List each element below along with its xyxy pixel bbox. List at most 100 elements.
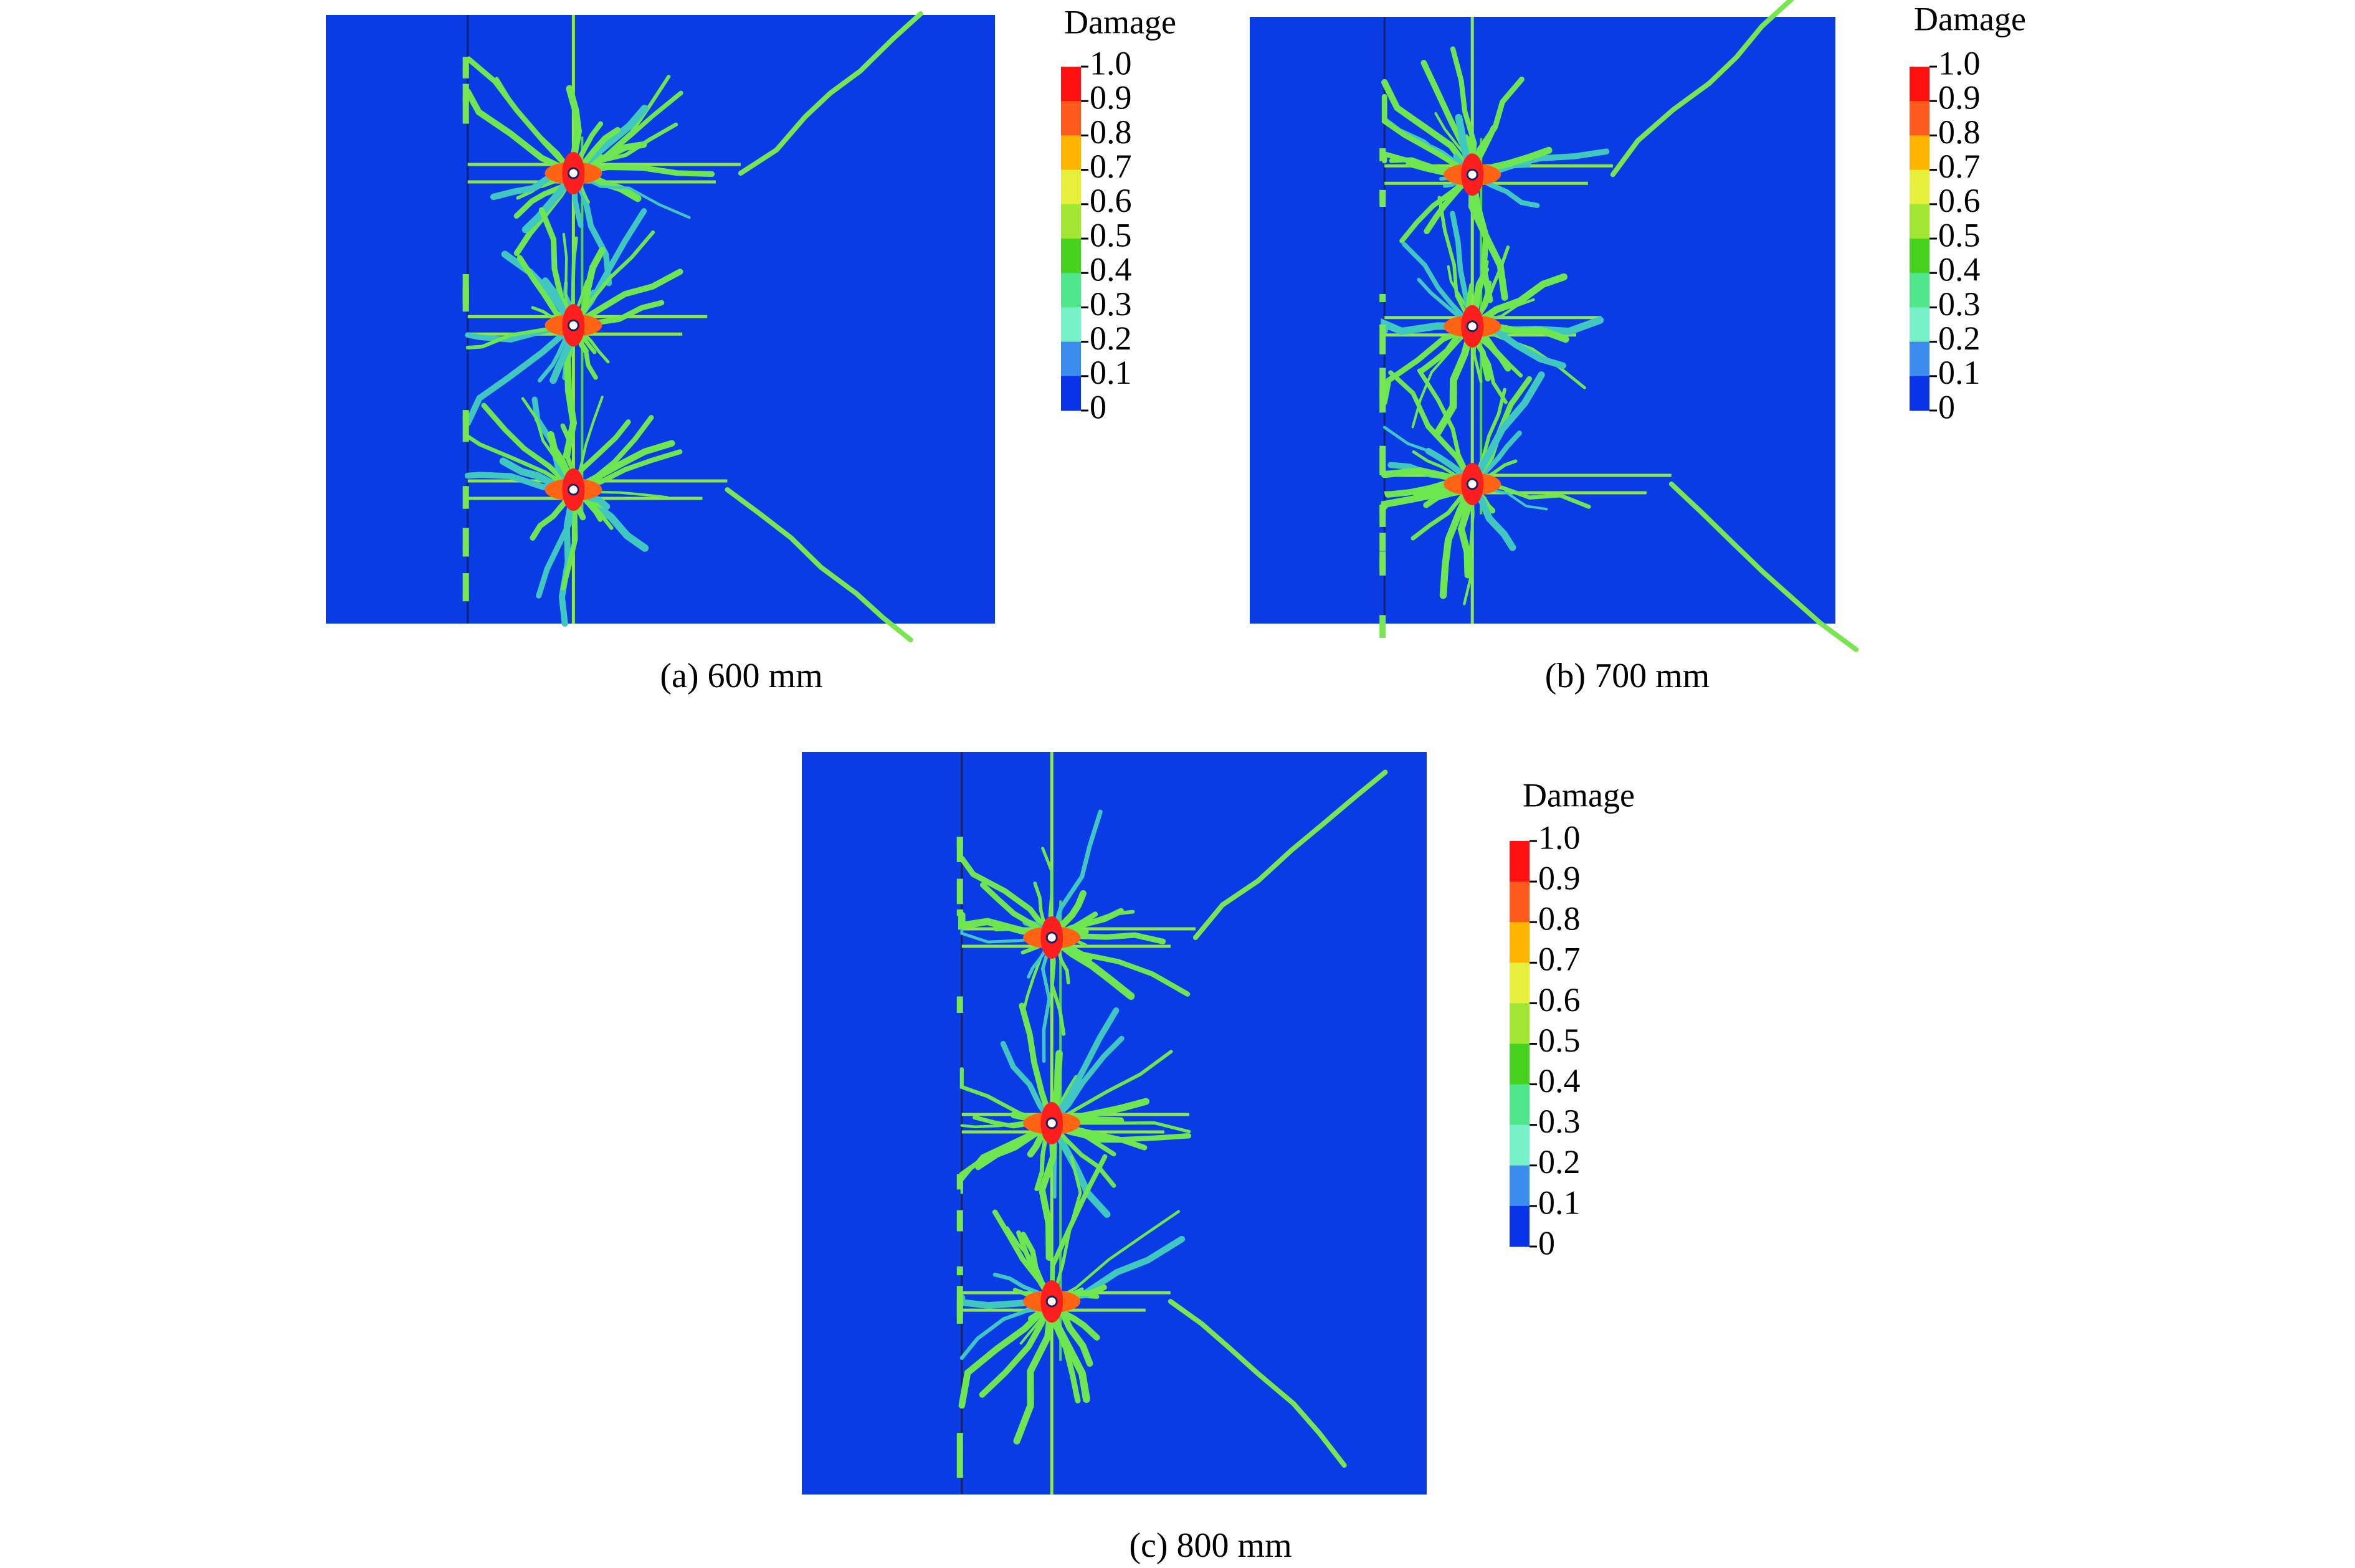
caption: (a) 600 mm xyxy=(660,657,822,695)
legend-band xyxy=(1910,239,1929,273)
hole xyxy=(1045,1295,1058,1308)
legend-label: 0.7 xyxy=(1090,148,1132,185)
crack xyxy=(1013,1298,1055,1445)
hole xyxy=(1466,320,1478,333)
crack xyxy=(570,170,612,287)
legend-label: 0.5 xyxy=(1938,216,1981,254)
legend-band xyxy=(1061,307,1081,343)
legend-title: Damage xyxy=(1914,0,2026,37)
legend-label: 1.0 xyxy=(1090,44,1132,82)
legend-band xyxy=(1910,101,1929,136)
legend-label: 0.6 xyxy=(1538,981,1581,1019)
edge-damage xyxy=(462,96,469,124)
legend-label: 0.6 xyxy=(1090,182,1132,219)
legend-band xyxy=(1510,922,1530,963)
legend-band xyxy=(1061,169,1081,205)
crack xyxy=(1388,370,1475,487)
edge-damage xyxy=(956,843,963,862)
crack xyxy=(725,487,913,643)
hole xyxy=(567,319,579,331)
edge-damage xyxy=(1379,368,1386,399)
hole xyxy=(567,483,579,496)
crack xyxy=(571,90,683,176)
legend-title: Damage xyxy=(1523,776,1635,814)
legend-label: 0.4 xyxy=(1938,251,1981,288)
legend-band xyxy=(1061,239,1081,273)
legend-label: 0.2 xyxy=(1938,320,1981,357)
edge-damage xyxy=(1379,324,1386,354)
crack xyxy=(1381,323,1475,406)
crack xyxy=(571,230,655,328)
crack xyxy=(1402,242,1475,329)
legend-label: 0.4 xyxy=(1538,1062,1581,1100)
edge-damage xyxy=(956,1433,963,1448)
legend-label: 0 xyxy=(1538,1224,1555,1262)
crack xyxy=(464,322,577,427)
hole xyxy=(1466,478,1478,490)
crack xyxy=(1050,1155,1082,1303)
edge-damage xyxy=(1379,190,1386,207)
edge-damage xyxy=(1379,551,1386,576)
crack xyxy=(1040,936,1054,1063)
hole xyxy=(1466,168,1478,181)
crack xyxy=(1437,196,1475,328)
legend-band xyxy=(1510,1205,1530,1247)
edge-damage xyxy=(1379,293,1386,302)
crack xyxy=(1168,1299,1347,1468)
damage-contour xyxy=(1250,0,1859,652)
legend-band xyxy=(1510,841,1530,882)
crack xyxy=(521,397,575,492)
field xyxy=(1250,17,1835,624)
legend-label: 0.8 xyxy=(1090,113,1132,151)
legend-band xyxy=(1061,135,1081,171)
crack xyxy=(1468,273,1568,330)
legend-band xyxy=(1510,1124,1530,1166)
legend-band xyxy=(1510,962,1530,1004)
legend-band xyxy=(1061,273,1081,308)
hole xyxy=(567,167,579,179)
crack xyxy=(495,77,576,175)
crack xyxy=(1048,1119,1111,1218)
legend-label: 1.0 xyxy=(1938,44,1981,82)
crack xyxy=(1381,78,1476,178)
legend-band xyxy=(1510,1165,1530,1207)
legend-band xyxy=(1510,881,1530,923)
edge-damage xyxy=(956,1210,963,1232)
legend-label: 0 xyxy=(1090,388,1106,425)
edge-damage xyxy=(956,878,963,905)
legend-title: Damage xyxy=(1064,3,1176,40)
panel: Damage 1.00.9 0.80.70.60.50.40.30.20.10 (c)… xyxy=(802,752,1635,1565)
edge-damage xyxy=(1379,148,1386,161)
crack xyxy=(1381,93,1475,178)
edge-damage xyxy=(462,486,469,509)
edge-damage xyxy=(956,1301,963,1319)
hole xyxy=(1045,1117,1058,1129)
legend-label: 0.1 xyxy=(1938,354,1981,391)
crack xyxy=(1668,481,1859,652)
edge-damage xyxy=(1379,387,1386,413)
crack xyxy=(1468,371,1545,488)
edge-damage xyxy=(1379,615,1386,638)
damage-contour xyxy=(326,11,995,643)
legend-label: 0.3 xyxy=(1538,1103,1581,1140)
legend-band xyxy=(1910,307,1929,343)
edge-damage xyxy=(462,594,469,602)
crack xyxy=(1468,171,1508,301)
legend-band xyxy=(1510,1043,1530,1085)
damage-contour xyxy=(802,752,1427,1494)
legend-band xyxy=(1910,67,1929,102)
crack xyxy=(1050,1050,1173,1125)
crack xyxy=(1610,0,1795,178)
legend-label: 0.9 xyxy=(1938,79,1981,116)
legend-band xyxy=(1061,101,1081,136)
edge-damage xyxy=(956,837,963,848)
legend-band xyxy=(1910,376,1929,411)
edge-damage xyxy=(462,547,469,557)
field xyxy=(326,15,995,624)
legend-band xyxy=(1061,67,1081,102)
legend-label: 0.9 xyxy=(1538,859,1581,896)
legend-label: 0.5 xyxy=(1538,1022,1581,1059)
